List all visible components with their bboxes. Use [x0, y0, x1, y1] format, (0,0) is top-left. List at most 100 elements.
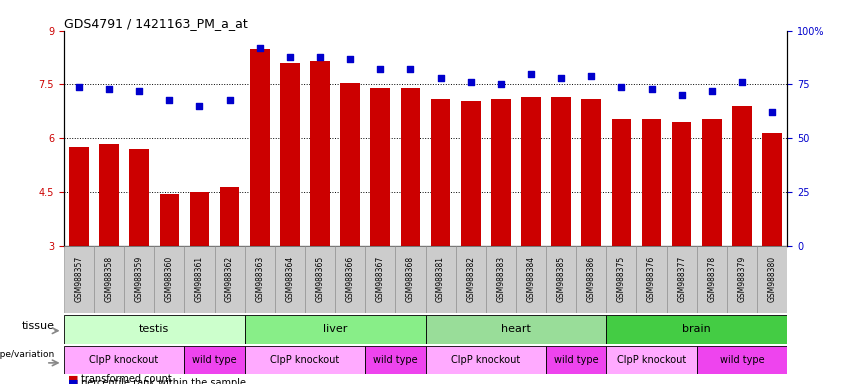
- Text: transformed count: transformed count: [81, 374, 172, 384]
- Bar: [365, 346, 426, 374]
- Bar: [245, 346, 365, 374]
- Bar: [340, 83, 360, 246]
- Bar: [69, 147, 89, 246]
- Point: [614, 84, 628, 90]
- Bar: [335, 246, 365, 313]
- Bar: [220, 187, 239, 246]
- Point: [494, 81, 508, 88]
- Bar: [521, 97, 540, 246]
- Point: [403, 66, 417, 73]
- Bar: [576, 246, 607, 313]
- Text: GSM988379: GSM988379: [738, 256, 746, 303]
- Text: percentile rank within the sample: percentile rank within the sample: [81, 378, 246, 384]
- Bar: [426, 315, 606, 344]
- Bar: [100, 144, 119, 246]
- Text: GSM988368: GSM988368: [406, 256, 415, 303]
- Text: GSM988384: GSM988384: [527, 256, 535, 303]
- Bar: [214, 246, 245, 313]
- Bar: [672, 122, 692, 246]
- Bar: [124, 246, 154, 313]
- Bar: [185, 346, 245, 374]
- Bar: [757, 246, 787, 313]
- Text: GSM988381: GSM988381: [436, 257, 445, 302]
- Bar: [455, 246, 486, 313]
- Text: GSM988357: GSM988357: [74, 256, 83, 303]
- Text: ClpP knockout: ClpP knockout: [451, 355, 521, 365]
- Point: [72, 84, 86, 90]
- Bar: [762, 133, 782, 246]
- Bar: [607, 246, 637, 313]
- Text: GSM988367: GSM988367: [376, 256, 385, 303]
- Point: [524, 71, 538, 77]
- Point: [223, 96, 237, 103]
- Bar: [401, 88, 420, 246]
- Bar: [607, 315, 787, 344]
- Bar: [546, 246, 576, 313]
- Bar: [697, 346, 787, 374]
- Point: [735, 79, 749, 85]
- Text: GSM988364: GSM988364: [285, 256, 294, 303]
- Bar: [365, 246, 396, 313]
- Bar: [64, 315, 245, 344]
- Bar: [551, 97, 571, 246]
- Text: ■: ■: [68, 378, 78, 384]
- Bar: [311, 61, 330, 246]
- Bar: [612, 119, 631, 246]
- Text: ClpP knockout: ClpP knockout: [271, 355, 340, 365]
- Point: [283, 53, 297, 60]
- Bar: [727, 246, 757, 313]
- Bar: [732, 106, 751, 246]
- Bar: [64, 246, 94, 313]
- Text: heart: heart: [501, 324, 531, 334]
- Bar: [426, 346, 546, 374]
- Point: [192, 103, 206, 109]
- Text: GSM988362: GSM988362: [226, 256, 234, 303]
- Text: tissue: tissue: [21, 321, 54, 331]
- Bar: [637, 246, 666, 313]
- Point: [253, 45, 266, 51]
- Bar: [642, 119, 661, 246]
- Bar: [697, 246, 727, 313]
- Bar: [245, 246, 275, 313]
- Text: wild type: wild type: [192, 355, 237, 365]
- Text: brain: brain: [683, 324, 711, 334]
- Bar: [431, 99, 450, 246]
- Text: ClpP knockout: ClpP knockout: [89, 355, 159, 365]
- Text: GSM988382: GSM988382: [466, 257, 475, 302]
- Point: [163, 96, 176, 103]
- Text: GSM988378: GSM988378: [707, 256, 717, 303]
- Text: ■: ■: [68, 374, 78, 384]
- Bar: [94, 246, 124, 313]
- Point: [554, 75, 568, 81]
- Text: GSM988386: GSM988386: [587, 256, 596, 303]
- Text: GSM988358: GSM988358: [105, 256, 113, 303]
- Text: wild type: wild type: [373, 355, 418, 365]
- Point: [102, 86, 116, 92]
- Bar: [666, 246, 697, 313]
- Bar: [546, 346, 607, 374]
- Text: ClpP knockout: ClpP knockout: [617, 355, 686, 365]
- Text: GSM988377: GSM988377: [677, 256, 686, 303]
- Text: GSM988375: GSM988375: [617, 256, 625, 303]
- Point: [374, 66, 387, 73]
- Point: [645, 86, 659, 92]
- Bar: [190, 192, 209, 246]
- Text: testis: testis: [139, 324, 169, 334]
- Text: wild type: wild type: [720, 355, 764, 365]
- Point: [675, 92, 688, 98]
- Bar: [702, 119, 722, 246]
- Text: GDS4791 / 1421163_PM_a_at: GDS4791 / 1421163_PM_a_at: [64, 17, 248, 30]
- Bar: [461, 101, 481, 246]
- Text: GSM988363: GSM988363: [255, 256, 264, 303]
- Bar: [486, 246, 516, 313]
- Point: [765, 109, 779, 116]
- Point: [464, 79, 477, 85]
- Bar: [159, 194, 179, 246]
- Bar: [396, 246, 426, 313]
- Bar: [280, 63, 300, 246]
- Bar: [370, 88, 390, 246]
- Bar: [275, 246, 305, 313]
- Bar: [129, 149, 149, 246]
- Text: GSM988385: GSM988385: [557, 256, 566, 303]
- Point: [705, 88, 718, 94]
